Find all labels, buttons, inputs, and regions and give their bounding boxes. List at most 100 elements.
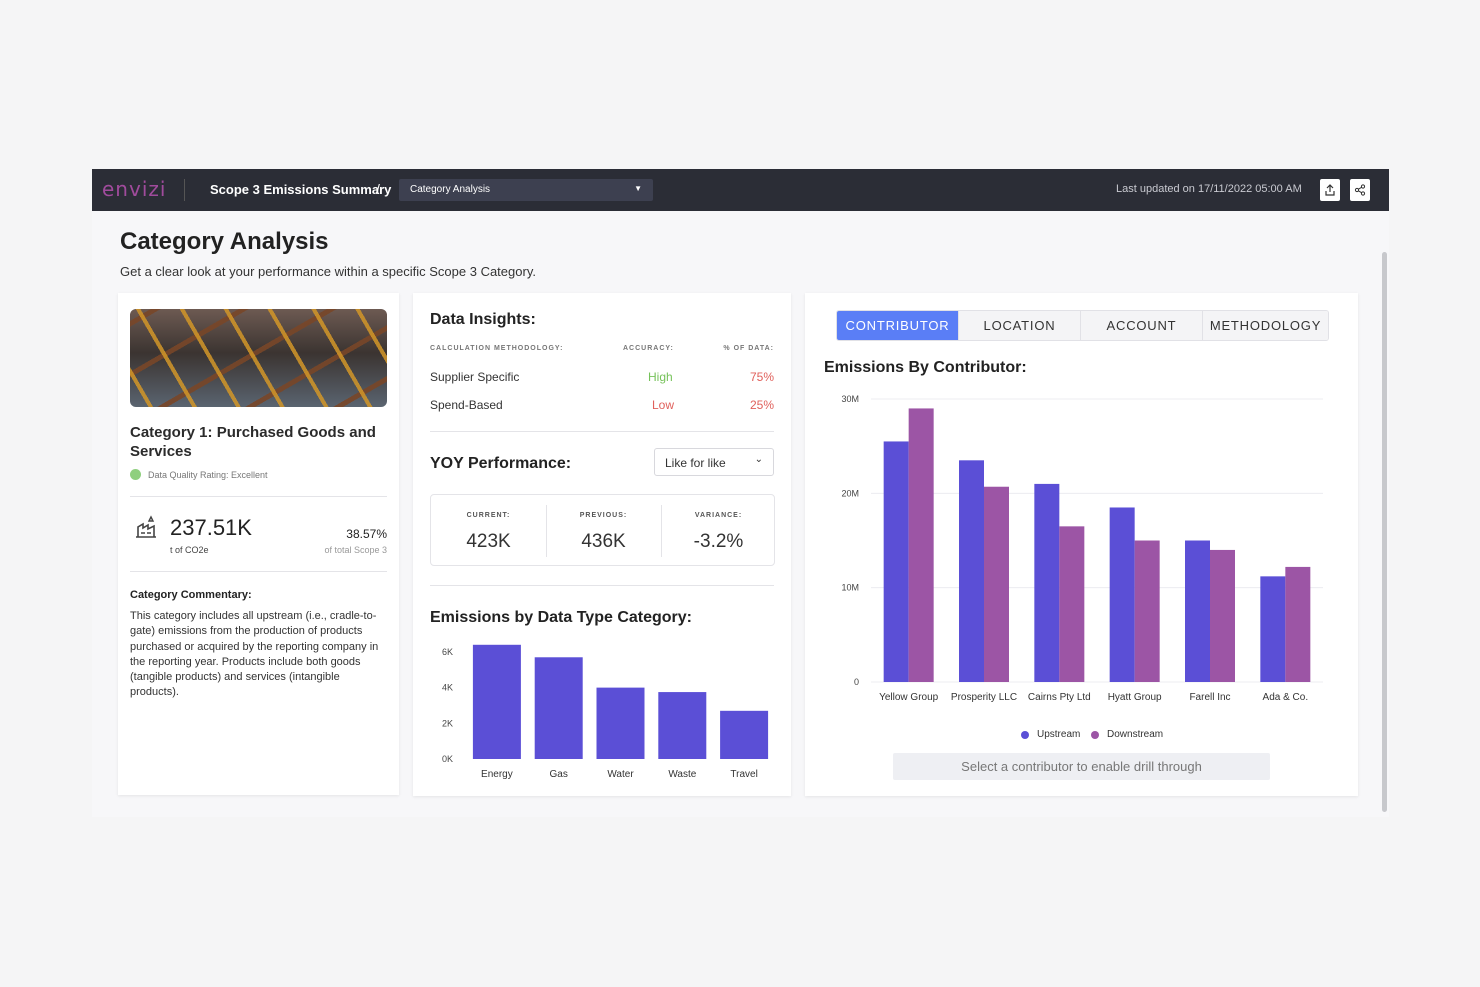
insights-title: Data Insights:: [430, 311, 536, 328]
bar-downstream: [908, 408, 934, 682]
quality-rating: Data Quality Rating: Excellent: [130, 469, 268, 480]
insights-card: Data Insights: CALCULATION METHODOLOGY: …: [413, 293, 791, 796]
category-card: Category 1: Purchased Goods and Services…: [118, 293, 399, 795]
last-updated: Last updated on 17/11/2022 05:00 AM: [1116, 183, 1302, 195]
chevron-down-icon: ⌄: [754, 454, 763, 465]
drill-through-hint[interactable]: Select a contributor to enable drill thr…: [893, 753, 1270, 780]
divider: [430, 585, 774, 586]
data-type-chart: 0K 2K 4K 6K Energy Gas Water Waste Travel: [442, 644, 769, 780]
total-emissions-value: 237.51K: [170, 515, 252, 540]
divider: [430, 431, 774, 432]
accuracy-high: High: [648, 370, 673, 384]
kpi-current: CURRENT: 423K: [431, 495, 546, 567]
y-tick-label: 30M: [841, 394, 859, 404]
share-button[interactable]: [1350, 179, 1370, 201]
logo-divider: [184, 179, 185, 201]
bar-upstream: [1109, 507, 1135, 682]
y-tick-label: 2K: [442, 718, 453, 728]
contributor-card: CONTRIBUTOR LOCATION ACCOUNT METHODOLOGY…: [805, 293, 1358, 796]
bar-upstream: [1185, 540, 1210, 682]
col-header-accuracy: ACCURACY:: [623, 345, 674, 352]
yoy-dropdown-value: Like for like: [665, 456, 726, 470]
bar-downstream: [1134, 540, 1160, 682]
view-select-value: Category Analysis: [410, 184, 491, 195]
tab-location[interactable]: LOCATION: [959, 311, 1081, 340]
bar-gas: [534, 657, 583, 759]
bar-downstream: [984, 486, 1009, 682]
share-icon: [1354, 184, 1366, 196]
yoy-title: YOY Performance:: [430, 455, 572, 472]
bar-waste: [658, 692, 707, 759]
kpi-variance-label: VARIANCE:: [694, 512, 743, 519]
accuracy-low: Low: [652, 398, 675, 412]
bar-downstream: [1285, 566, 1311, 682]
y-tick-label: 20M: [841, 488, 859, 498]
y-tick-label: 6K: [442, 647, 453, 657]
x-tick-label: Ada & Co.: [1263, 692, 1309, 703]
page-title: Category Analysis: [120, 228, 329, 255]
legend-upstream-label: Upstream: [1037, 729, 1081, 740]
x-tick-label: Hyatt Group: [1108, 692, 1162, 703]
bar-upstream: [1034, 483, 1060, 682]
page-subtitle: Get a clear look at your performance wit…: [120, 264, 536, 279]
kpi-previous: PREVIOUS: 436K: [546, 495, 661, 567]
kpi-current-label: CURRENT:: [466, 512, 511, 519]
breadcrumb[interactable]: Scope 3 Emissions Summary: [210, 182, 392, 197]
share-percentage: 38.57%: [346, 527, 387, 541]
kpi-previous-label: PREVIOUS:: [579, 512, 628, 519]
quality-label: Data Quality Rating: Excellent: [148, 469, 268, 480]
bar-water: [596, 687, 645, 759]
tab-account[interactable]: ACCOUNT: [1081, 311, 1203, 340]
kpi-variance-value: -3.2%: [693, 531, 744, 552]
tab-contributor[interactable]: CONTRIBUTOR: [837, 311, 959, 340]
col-header-method: CALCULATION METHODOLOGY:: [430, 345, 564, 352]
x-tick-label: Prosperity LLC: [951, 692, 1017, 703]
method-spend: Spend-Based: [430, 398, 503, 412]
legend-downstream[interactable]: Downstream: [1091, 729, 1163, 740]
x-tick-label: Yellow Group: [879, 692, 939, 703]
factory-icon: [136, 515, 156, 538]
bar-travel: [720, 710, 769, 759]
scrollbar[interactable]: [1382, 252, 1387, 812]
kpi-current-value: 423K: [466, 531, 511, 552]
x-tick-label: Cairns Pty Ltd: [1028, 692, 1091, 703]
bar-upstream: [883, 441, 909, 682]
method-supplier: Supplier Specific: [430, 370, 520, 384]
tab-methodology[interactable]: METHODOLOGY: [1203, 311, 1328, 340]
divider: [130, 496, 387, 497]
legend-upstream[interactable]: Upstream: [1021, 729, 1080, 740]
x-tick-label: Gas: [550, 769, 568, 780]
legend-downstream-dot: [1091, 730, 1099, 739]
y-tick-label: 4K: [442, 683, 453, 693]
upload-icon: [1325, 184, 1335, 196]
pct-spend: 25%: [749, 398, 774, 412]
bar-downstream: [1059, 526, 1085, 682]
contributor-chart-title: Emissions By Contributor:: [824, 359, 1027, 376]
x-tick-label: Travel: [730, 769, 757, 780]
y-tick-label: 0K: [442, 754, 453, 764]
bar-upstream: [1260, 576, 1286, 682]
x-tick-label: Farell Inc: [1189, 692, 1230, 703]
envizi-logo[interactable]: envizi: [102, 177, 167, 201]
yoy-kpis: CURRENT: 423K PREVIOUS: 436K VARIANCE: -…: [430, 494, 775, 566]
x-tick-label: Water: [607, 769, 634, 780]
category-title: Category 1: Purchased Goods and Services: [130, 424, 376, 460]
x-tick-label: Energy: [481, 769, 513, 780]
divider: [130, 571, 387, 572]
y-tick-label: 0: [854, 677, 859, 687]
app-frame: envizi Scope 3 Emissions Summary / Categ…: [92, 169, 1389, 817]
kpi-divider: [546, 505, 547, 557]
breadcrumb-separator: /: [376, 181, 380, 197]
caret-down-icon: ▼: [634, 184, 642, 193]
x-tick-label: Waste: [668, 769, 696, 780]
top-bar: envizi Scope 3 Emissions Summary / Categ…: [92, 169, 1389, 211]
bar-upstream: [959, 460, 984, 682]
category-image: [130, 309, 387, 407]
export-button[interactable]: [1320, 179, 1340, 201]
view-select[interactable]: Category Analysis ▼: [399, 179, 653, 201]
yoy-dropdown[interactable]: Like for like ⌄: [654, 448, 774, 476]
commentary-title: Category Commentary:: [130, 589, 252, 601]
commentary-body: This category includes all upstream (i.e…: [130, 610, 379, 699]
total-emissions-unit: t of CO2e: [170, 545, 209, 555]
contributor-tabs: CONTRIBUTOR LOCATION ACCOUNT METHODOLOGY: [836, 310, 1329, 341]
